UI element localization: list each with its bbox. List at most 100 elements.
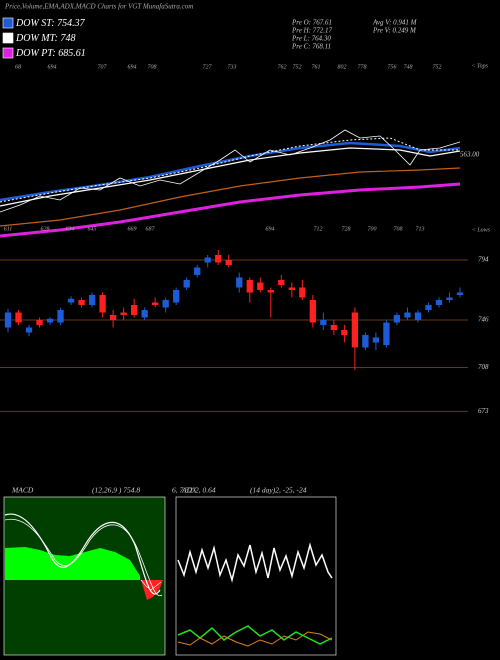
y-tick-label: 746 bbox=[478, 316, 489, 324]
candle-body bbox=[246, 280, 253, 293]
lows-label-value: 669 bbox=[128, 226, 137, 232]
stat: Pre O: 767.61 bbox=[291, 19, 332, 27]
candle-body bbox=[362, 335, 369, 348]
candle-body bbox=[278, 280, 285, 285]
candle-body bbox=[383, 322, 390, 345]
page-title: Price,Volume,EMA,ADX,MACD Charts for VGT… bbox=[4, 3, 193, 11]
candle-body bbox=[152, 302, 159, 305]
legend-entry: DOW PT: 685.61 bbox=[15, 48, 86, 59]
ema-line bbox=[0, 147, 461, 207]
macd-histogram-lines bbox=[140, 579, 162, 591]
candle-body bbox=[372, 337, 380, 343]
lows-label-value: 700 bbox=[368, 226, 377, 232]
tops-label-value: 752 bbox=[293, 64, 302, 70]
adx-label: ADX bbox=[181, 486, 197, 495]
lows-label-value: 708 bbox=[394, 226, 403, 232]
candle-body bbox=[404, 312, 411, 318]
tops-label-value: 727 bbox=[203, 64, 213, 70]
tops-label-value: 707 bbox=[98, 64, 108, 70]
tops-label-value: 752 bbox=[433, 64, 442, 70]
lows-label-value: 728 bbox=[342, 226, 351, 232]
ema-line bbox=[0, 137, 460, 203]
tops-label-value: 708 bbox=[148, 64, 157, 70]
lows-label-value: 687 bbox=[146, 226, 156, 232]
lows-label-value: 694 bbox=[266, 225, 275, 232]
adx-period: (14 day)2, -25, -24 bbox=[250, 486, 307, 495]
candle-body bbox=[393, 315, 401, 323]
stat: Pre V: 0.249 M bbox=[372, 27, 417, 35]
legend-entry: DOW ST: 754.37 bbox=[15, 18, 86, 29]
candle-body bbox=[183, 280, 190, 288]
macd-histogram bbox=[5, 547, 140, 580]
lows-label-value: 628 bbox=[41, 226, 50, 232]
tops-label-value: 733 bbox=[228, 64, 237, 70]
candle-body bbox=[225, 260, 232, 265]
candle-body bbox=[57, 310, 64, 323]
candle-body bbox=[351, 312, 359, 348]
candle-body bbox=[267, 290, 274, 293]
stat: Pre C: 768.11 bbox=[291, 43, 331, 51]
macd-values: 6, 7.32 bbox=[172, 486, 193, 495]
stat: Pre L: 764.30 bbox=[291, 35, 331, 43]
macd-signal bbox=[4, 518, 163, 597]
candle-body bbox=[320, 320, 327, 325]
candle-body bbox=[141, 310, 148, 318]
candle-body bbox=[130, 305, 138, 315]
candle-body bbox=[204, 257, 211, 263]
lows-label-value: 712 bbox=[314, 226, 323, 232]
adx-values: 2, 0.64 bbox=[195, 486, 216, 495]
candle-body bbox=[414, 312, 422, 320]
candle-body bbox=[435, 300, 443, 305]
tops-label-value: 778 bbox=[358, 64, 367, 70]
y-tick-label: 708 bbox=[478, 363, 489, 371]
candle-body bbox=[173, 290, 180, 303]
candle-body bbox=[46, 318, 54, 323]
candle-body bbox=[36, 320, 43, 325]
candle-body bbox=[309, 300, 316, 323]
candle-body bbox=[257, 282, 264, 290]
tops-label: < Tops bbox=[471, 63, 488, 69]
y-tick-label: 794 bbox=[478, 256, 489, 264]
adx-line bbox=[177, 625, 333, 645]
lows-label-value: 645 bbox=[88, 225, 97, 232]
ema-line bbox=[0, 167, 461, 227]
candle-body bbox=[194, 267, 201, 275]
tops-label-value: 694 bbox=[48, 63, 57, 70]
lows-label-value: 713 bbox=[416, 226, 425, 232]
macd-label: MACD bbox=[11, 486, 34, 495]
tops-label-value: 762 bbox=[278, 64, 287, 70]
candle-body bbox=[109, 315, 117, 320]
lows-label-value: 634 bbox=[66, 225, 75, 232]
stat: Avg V: 0.941 M bbox=[372, 19, 418, 27]
candle-body bbox=[78, 300, 85, 305]
candle-body bbox=[288, 287, 295, 290]
legend-swatch bbox=[2, 32, 14, 44]
tops-label-value: 761 bbox=[312, 64, 321, 70]
candle-body bbox=[25, 327, 33, 333]
tops-label-value: 68 bbox=[15, 64, 21, 70]
candle-body bbox=[425, 305, 432, 310]
adx-di-line bbox=[177, 542, 333, 583]
candle-body bbox=[341, 330, 348, 335]
candle-body bbox=[67, 298, 75, 303]
tops-label-value: 756 bbox=[388, 64, 397, 70]
candle-body bbox=[120, 312, 127, 315]
candle-body bbox=[330, 325, 338, 330]
candle-body bbox=[15, 312, 22, 323]
macd-line bbox=[4, 513, 161, 595]
candle-body bbox=[99, 295, 106, 313]
candle-body bbox=[215, 255, 222, 263]
candle-body bbox=[236, 277, 243, 288]
tops-label-value: 748 bbox=[404, 63, 413, 70]
tops-label-value: 694 bbox=[128, 63, 137, 70]
ema-value-label: 563.00 bbox=[460, 151, 480, 159]
lows-label-value: 611 bbox=[4, 226, 13, 232]
legend-swatch bbox=[2, 17, 14, 29]
candle-body bbox=[88, 295, 96, 305]
price-line bbox=[0, 129, 461, 213]
adx-line bbox=[177, 631, 333, 647]
candle-body bbox=[456, 292, 464, 295]
candle-body bbox=[299, 287, 306, 298]
legend-swatch bbox=[2, 47, 14, 59]
